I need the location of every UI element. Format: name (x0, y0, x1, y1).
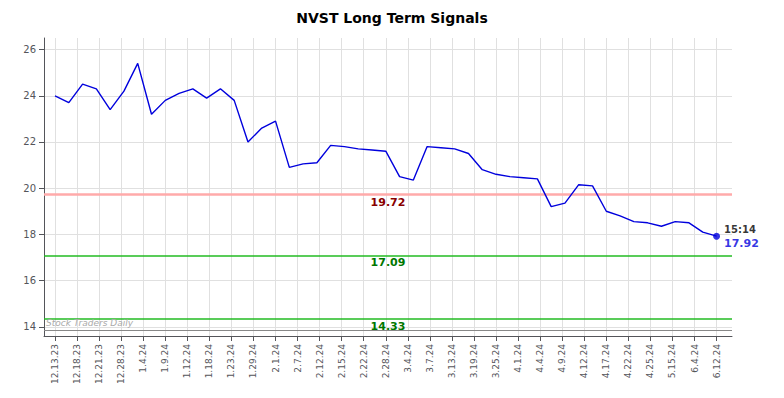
svg-text:4.17.24: 4.17.24 (601, 344, 611, 379)
svg-text:12.28.23: 12.28.23 (116, 344, 126, 384)
svg-text:3.7.24: 3.7.24 (425, 344, 435, 373)
svg-text:4.4.24: 4.4.24 (535, 344, 545, 373)
svg-text:18: 18 (23, 229, 36, 240)
svg-text:12.21.23: 12.21.23 (94, 344, 104, 384)
svg-text:1.9.24: 1.9.24 (160, 344, 170, 373)
svg-text:14: 14 (23, 321, 36, 332)
svg-text:6.4.24: 6.4.24 (690, 344, 700, 373)
svg-text:4.9.24: 4.9.24 (557, 344, 567, 373)
svg-text:2.1.24: 2.1.24 (271, 344, 281, 373)
svg-text:24: 24 (23, 90, 36, 101)
svg-text:2.22.24: 2.22.24 (359, 344, 369, 379)
svg-text:1.18.24: 1.18.24 (204, 344, 214, 379)
svg-text:3.4.24: 3.4.24 (403, 344, 413, 373)
svg-text:2.12.24: 2.12.24 (315, 344, 325, 379)
svg-text:4.25.24: 4.25.24 (645, 344, 655, 379)
svg-text:5.15.24: 5.15.24 (667, 344, 677, 379)
svg-text:1.29.24: 1.29.24 (248, 344, 258, 379)
svg-text:3.13.24: 3.13.24 (447, 344, 457, 379)
svg-text:17.92: 17.92 (724, 237, 759, 250)
svg-text:Stock Traders Daily: Stock Traders Daily (46, 318, 134, 328)
svg-text:4.22.24: 4.22.24 (623, 344, 633, 379)
svg-text:12.13.23: 12.13.23 (50, 344, 60, 384)
svg-text:NVST Long Term Signals: NVST Long Term Signals (296, 10, 487, 26)
svg-text:14.33: 14.33 (371, 320, 406, 333)
svg-text:12.18.23: 12.18.23 (72, 344, 82, 384)
svg-text:15:14: 15:14 (724, 224, 756, 235)
svg-text:17.09: 17.09 (371, 256, 406, 269)
svg-text:1.4.24: 1.4.24 (138, 344, 148, 373)
svg-text:1.23.24: 1.23.24 (226, 344, 236, 379)
svg-text:3.25.24: 3.25.24 (491, 344, 501, 379)
svg-text:26: 26 (23, 44, 36, 55)
svg-text:20: 20 (23, 183, 36, 194)
svg-text:19.72: 19.72 (371, 196, 406, 209)
svg-text:4.1.24: 4.1.24 (513, 344, 523, 373)
svg-text:1.12.24: 1.12.24 (182, 344, 192, 379)
svg-text:2.15.24: 2.15.24 (337, 344, 347, 379)
svg-text:2.28.24: 2.28.24 (381, 344, 391, 379)
svg-text:2.7.24: 2.7.24 (293, 344, 303, 373)
svg-text:4.12.24: 4.12.24 (579, 344, 589, 379)
svg-text:6.12.24: 6.12.24 (712, 344, 722, 379)
svg-text:22: 22 (23, 136, 36, 147)
svg-text:16: 16 (23, 275, 36, 286)
svg-text:3.19.24: 3.19.24 (469, 344, 479, 379)
